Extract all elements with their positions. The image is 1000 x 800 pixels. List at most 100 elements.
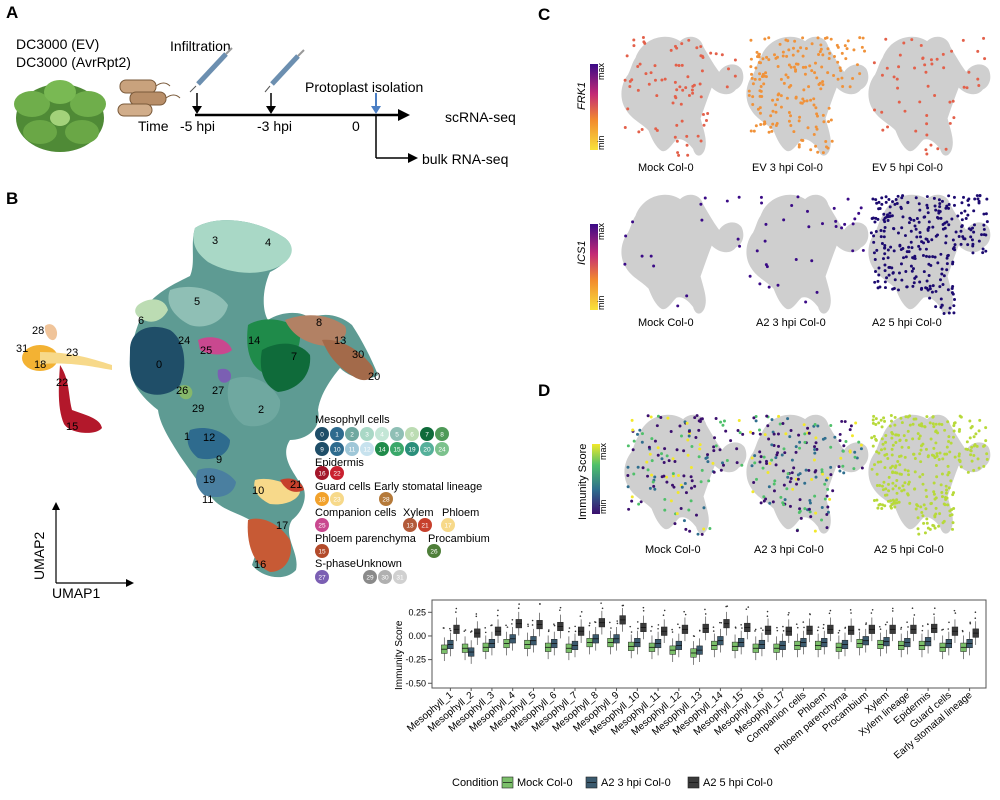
umap-cell-dot <box>925 415 929 419</box>
umap-cell-dot <box>751 490 755 494</box>
cluster-blob-3-4 <box>193 220 292 273</box>
umap-cell-dot <box>967 70 971 74</box>
umap-cell-dot <box>721 423 725 427</box>
umap-cell-dot <box>789 84 793 87</box>
umap-cell-dot <box>693 484 697 488</box>
umap-cell-dot <box>652 264 656 268</box>
umap-cell-dot <box>939 305 943 309</box>
box-outlier <box>621 604 624 607</box>
umap-cell-dot <box>768 461 772 465</box>
box-outlier <box>816 629 819 632</box>
umap-cell-dot <box>883 493 887 497</box>
panel-a-label: A <box>6 3 18 22</box>
umap-cell-dot <box>976 457 980 461</box>
umap-cell-dot <box>921 253 925 257</box>
umap-cell-dot <box>815 447 819 451</box>
legend-sphase-dots: 27 <box>315 570 329 584</box>
legend-dot <box>315 492 329 506</box>
legend-mesophyll-dots: 0 1 2 3 4 5 6 7 89 10 11 12 14 15 19 20 24 <box>315 427 449 456</box>
umap-cell-dot <box>647 82 651 86</box>
umap-cell-dot <box>806 209 809 213</box>
cluster-blob-27 <box>217 368 232 383</box>
umap-cell-dot <box>790 458 794 462</box>
umap-cell-dot <box>750 456 754 460</box>
infiltration-label: Infiltration <box>170 38 231 54</box>
umap-cell-dot <box>694 436 698 440</box>
umap-cell-dot <box>706 460 710 464</box>
umap-cell-dot <box>937 198 941 202</box>
umap-cell-dot <box>875 484 879 488</box>
umap-cell-dot <box>959 465 963 469</box>
umap-cell-dot <box>937 422 941 426</box>
umap-cell-dot <box>796 62 800 66</box>
legend-dot <box>315 442 329 456</box>
umap-silhouette <box>868 36 991 156</box>
umap-cell-dot <box>895 501 899 505</box>
umap-cell-dot <box>945 268 949 272</box>
umap-cell-dot <box>898 463 902 467</box>
legend-sphase-label: S-phase <box>315 558 356 570</box>
umap-cell-dot <box>861 36 865 40</box>
legend-dot <box>420 442 434 456</box>
umap-cell-dot <box>812 458 816 462</box>
umap-cell-dot <box>918 247 922 251</box>
ics1-min: min <box>596 295 606 310</box>
umap-cell-dot <box>889 506 893 510</box>
cluster-label: 30 <box>352 349 364 361</box>
umap-cell-dot <box>921 482 925 486</box>
umap-cell-dot <box>881 257 885 261</box>
umap-cell-dot <box>675 448 679 452</box>
umap-cell-dot <box>919 505 923 509</box>
umap-cell-dot <box>794 68 798 72</box>
box-outlier <box>616 622 619 625</box>
umap-cell-dot <box>839 69 843 73</box>
legend-dot <box>418 518 432 532</box>
umap-cell-dot <box>628 85 632 89</box>
umap-cell-dot <box>824 478 828 482</box>
umap-cell-dot <box>722 463 725 467</box>
umap-cell-dot <box>675 512 679 516</box>
ytick-label: 0.00 <box>408 631 426 641</box>
umap-feature-plot <box>868 36 991 156</box>
umap-cell-dot <box>646 468 650 472</box>
umap-cell-dot <box>853 217 857 221</box>
umap-cell-dot <box>671 474 675 478</box>
box-outlier <box>464 629 467 631</box>
umap-cell-dot <box>940 423 944 426</box>
umap-cell-dot <box>759 455 763 459</box>
umap-cell-dot <box>705 119 708 122</box>
umap-cell-dot <box>940 272 944 276</box>
umap-cell-dot <box>881 442 885 446</box>
strain-avr-label: DC3000 (AvrRpt2) <box>16 54 131 70</box>
time-label: Time <box>138 118 169 134</box>
umap-cell-dot <box>644 72 648 76</box>
umap-cell-dot <box>673 44 677 48</box>
umap-cell-dot <box>870 436 874 440</box>
box-outlier <box>497 609 499 612</box>
umap-cell-dot <box>903 234 907 238</box>
umap-cell-dot <box>788 435 792 439</box>
umap-cell-dot <box>813 445 817 449</box>
umap-cell-dot <box>690 445 694 449</box>
umap-cell-dot <box>947 486 951 490</box>
umap-cell-dot <box>642 40 646 44</box>
umap-cell-dot <box>896 231 900 235</box>
cluster-label: 23 <box>66 347 78 359</box>
umap-cell-dot <box>840 226 844 230</box>
umap-cell-dot <box>902 488 906 492</box>
umap-cell-dot <box>918 434 922 438</box>
umap-cell-dot <box>972 230 976 234</box>
umap-cell-dot <box>872 240 876 244</box>
umap-cell-dot <box>698 447 702 451</box>
box-outlier <box>745 608 748 610</box>
umap-cell-dot <box>784 432 788 436</box>
umap-cell-dot <box>833 55 836 58</box>
umap-silhouette <box>868 414 991 534</box>
umap-cell-dot <box>965 86 969 90</box>
umap-cell-dot <box>771 122 775 126</box>
box-outlier <box>712 630 715 632</box>
legend-dot-label: 13 <box>406 523 414 530</box>
umap-cell-dot <box>899 454 903 458</box>
umap-cell-dot <box>685 294 689 298</box>
umap-cell-dot <box>886 213 889 217</box>
